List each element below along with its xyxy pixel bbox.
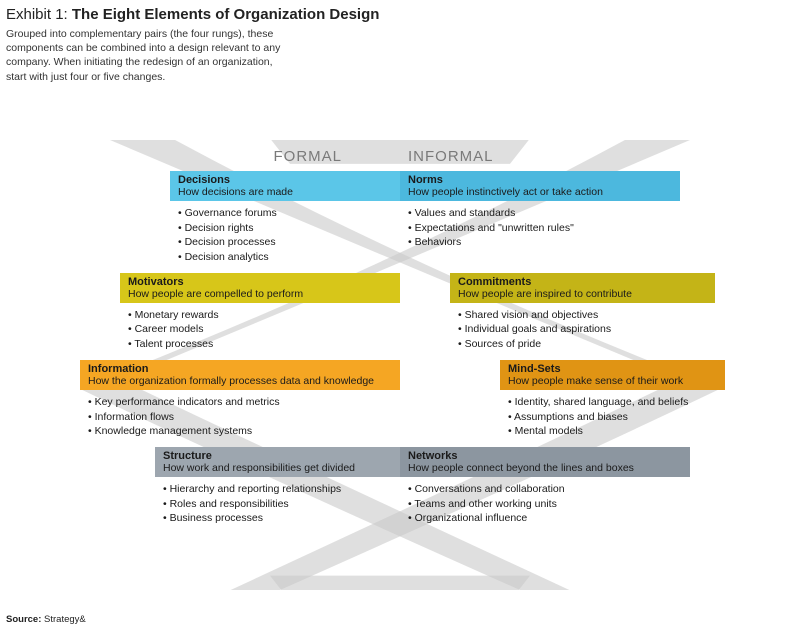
bullet: Governance forums (178, 206, 400, 221)
bullet: Hierarchy and reporting relationships (163, 482, 400, 497)
bullets: Monetary rewards Career models Talent pr… (120, 303, 400, 360)
cell-title: Information (88, 363, 392, 375)
source-line: Source: Strategy& (6, 614, 86, 625)
cell-subtitle: How work and responsibilities get divide… (163, 462, 392, 474)
cell-title: Norms (408, 174, 672, 186)
cell-mindsets: Mind-Sets How people make sense of their… (500, 360, 725, 447)
cell-subtitle: How people are inspired to contribute (458, 288, 707, 300)
bullet: Individual goals and aspirations (458, 322, 715, 337)
cell-subtitle: How the organization formally processes … (88, 375, 392, 387)
column-headers: FORMAL INFORMAL (0, 148, 800, 165)
bullet: Decision analytics (178, 250, 400, 265)
rung-information-mindsets: Information How the organization formall… (0, 360, 800, 447)
cell-norms: Norms How people instinctively act or ta… (400, 171, 680, 273)
bullet: Business processes (163, 511, 400, 526)
bullets: Identity, shared language, and beliefs A… (500, 390, 725, 447)
bullet: Teams and other working units (408, 497, 690, 512)
bullets: Values and standards Expectations and "u… (400, 201, 680, 258)
bullet: Knowledge management systems (88, 424, 400, 439)
bullet: Expectations and "unwritten rules" (408, 221, 680, 236)
diagram-content: FORMAL INFORMAL Decisions How decisions … (0, 148, 800, 534)
rung-motivators-commitments: Motivators How people are compelled to p… (0, 273, 800, 360)
cell-subtitle: How people connect beyond the lines and … (408, 462, 682, 474)
bullets: Hierarchy and reporting relationships Ro… (155, 477, 400, 534)
bullet: Roles and responsibilities (163, 497, 400, 512)
col-header-informal: INFORMAL (400, 148, 800, 165)
bullet: Talent processes (128, 337, 400, 352)
bullet: Career models (128, 322, 400, 337)
exhibit-prefix: Exhibit 1: (6, 6, 72, 23)
cell-subtitle: How people make sense of their work (508, 375, 717, 387)
bullet: Shared vision and objectives (458, 308, 715, 323)
bullet: Assumptions and biases (508, 410, 725, 425)
bullet: Monetary rewards (128, 308, 400, 323)
bullet: Behaviors (408, 235, 680, 250)
cell-subtitle: How people are compelled to perform (128, 288, 392, 300)
bullet: Identity, shared language, and beliefs (508, 395, 725, 410)
bullet: Sources of pride (458, 337, 715, 352)
exhibit-subtitle: Grouped into complementary pairs (the fo… (0, 23, 290, 84)
bullet: Information flows (88, 410, 400, 425)
rung-decisions-norms: Decisions How decisions are made Governa… (0, 171, 800, 273)
cell-decisions: Decisions How decisions are made Governa… (170, 171, 400, 273)
bullet: Mental models (508, 424, 725, 439)
exhibit-title: Exhibit 1: The Eight Elements of Organiz… (0, 0, 800, 23)
cell-commitments: Commitments How people are inspired to c… (450, 273, 715, 360)
col-header-formal: FORMAL (0, 148, 400, 165)
cell-information: Information How the organization formall… (80, 360, 400, 447)
cell-title: Networks (408, 450, 682, 462)
bullets: Conversations and collaboration Teams an… (400, 477, 690, 534)
bullet: Conversations and collaboration (408, 482, 690, 497)
cell-subtitle: How decisions are made (178, 186, 392, 198)
source-label: Source: (6, 614, 41, 625)
bullets: Governance forums Decision rights Decisi… (170, 201, 400, 273)
bullet: Decision processes (178, 235, 400, 250)
cell-title: Motivators (128, 276, 392, 288)
cell-title: Decisions (178, 174, 392, 186)
cell-motivators: Motivators How people are compelled to p… (120, 273, 400, 360)
bullets: Shared vision and objectives Individual … (450, 303, 715, 360)
bullets: Key performance indicators and metrics I… (80, 390, 400, 447)
cell-networks: Networks How people connect beyond the l… (400, 447, 690, 534)
bullet: Key performance indicators and metrics (88, 395, 400, 410)
bullet: Organizational influence (408, 511, 690, 526)
cell-title: Structure (163, 450, 392, 462)
bullet: Decision rights (178, 221, 400, 236)
exhibit-title-bold: The Eight Elements of Organization Desig… (72, 6, 380, 23)
source-value: Strategy& (44, 614, 86, 625)
cell-title: Commitments (458, 276, 707, 288)
rung-structure-networks: Structure How work and responsibilities … (0, 447, 800, 534)
bullet: Values and standards (408, 206, 680, 221)
cell-structure: Structure How work and responsibilities … (155, 447, 400, 534)
cell-subtitle: How people instinctively act or take act… (408, 186, 672, 198)
cell-title: Mind-Sets (508, 363, 717, 375)
